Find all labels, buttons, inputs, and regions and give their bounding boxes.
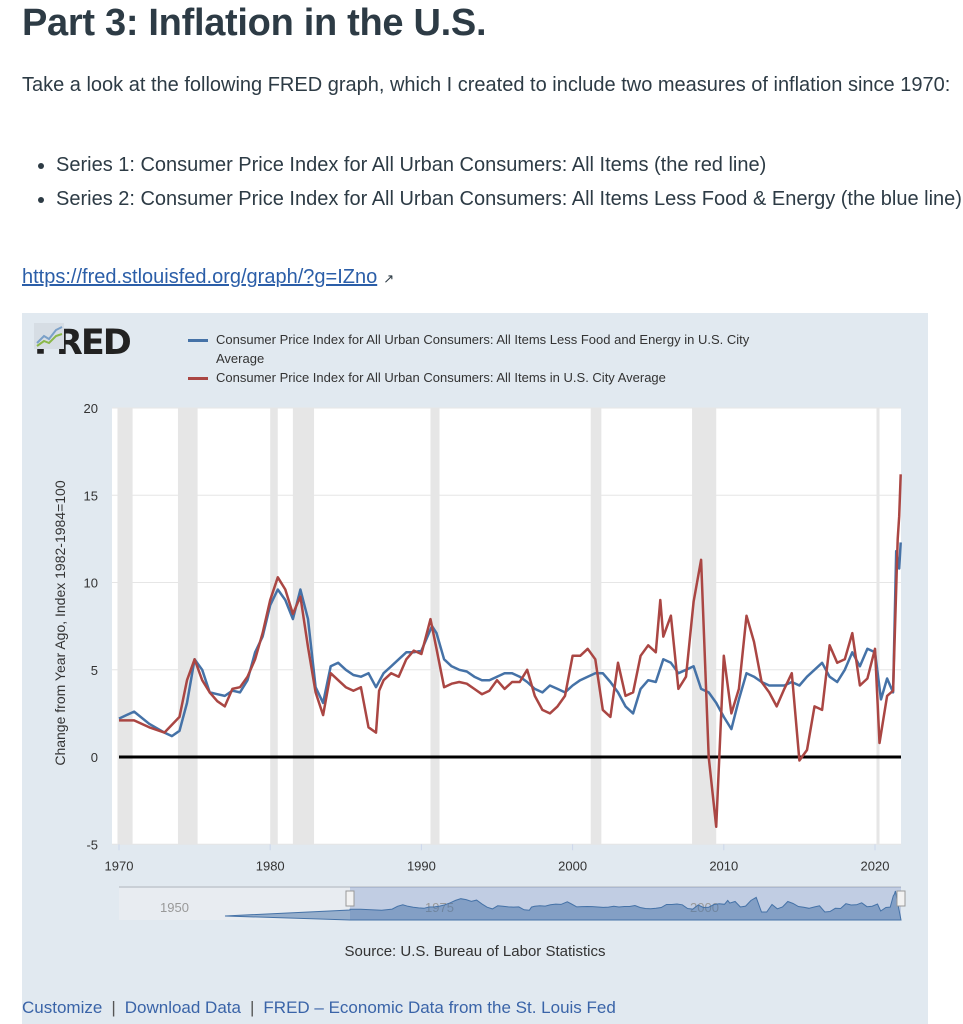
fred-home-link[interactable]: FRED – Economic Data from the St. Louis …: [263, 998, 616, 1017]
recession-band: [590, 408, 602, 845]
navigator-label: 1950: [160, 900, 189, 915]
y-tick-label: 10: [84, 576, 98, 591]
download-data-link[interactable]: Download Data: [124, 998, 241, 1017]
customize-link[interactable]: Customize: [22, 998, 103, 1017]
navigator-series: [224, 890, 902, 921]
y-tick-label: 15: [84, 488, 98, 503]
x-tick-label: 1980: [256, 858, 285, 873]
recession-band: [117, 408, 133, 845]
x-tick-label: 1970: [105, 858, 134, 873]
footer-links: Customize | Download Data | FRED – Economic …: [22, 998, 616, 1018]
fred-logo: FRED: [34, 323, 132, 363]
y-axis-label: Change from Year Ago, Index 1982-1984=10…: [52, 480, 68, 766]
series-2-item: Series 2: Consumer Price Index for All U…: [56, 184, 963, 215]
legend-item-core-cpi[interactable]: Consumer Price Index for All Urban Consu…: [188, 330, 768, 368]
x-tick-label: 2010: [709, 858, 738, 873]
legend-swatch-red: [188, 377, 208, 380]
separator: |: [249, 998, 255, 1017]
x-tick-label: 2020: [861, 858, 890, 873]
y-tick-label: 0: [91, 750, 98, 765]
series-list: Series 1: Consumer Price Index for All U…: [22, 150, 963, 218]
x-tick-label: 1990: [407, 858, 436, 873]
series-line-cpi: [119, 474, 902, 829]
fred-graph-link[interactable]: https://fred.stlouisfed.org/graph/?g=IZn…: [22, 266, 394, 289]
y-tick-label: 20: [84, 401, 98, 416]
chart-legend: Consumer Price Index for All Urban Consu…: [188, 330, 768, 387]
navigator-handle-left[interactable]: [345, 890, 355, 907]
recession-band: [430, 408, 440, 845]
chart-svg: -505101520197019801990200020102020195019…: [84, 401, 906, 921]
x-tick-label: 2000: [558, 858, 587, 873]
recession-band: [292, 408, 315, 845]
external-link-icon: ↗: [383, 271, 395, 286]
legend-label: Consumer Price Index for All Urban Consu…: [216, 370, 666, 385]
y-tick-label: -5: [86, 837, 98, 852]
fred-chart-icon: [34, 323, 64, 349]
plot-area: [112, 408, 901, 845]
separator: |: [111, 998, 116, 1017]
legend-swatch-blue: [188, 339, 208, 342]
legend-item-cpi[interactable]: Consumer Price Index for All Urban Consu…: [188, 368, 768, 387]
recession-band: [177, 408, 198, 845]
page-title: Part 3: Inflation in the U.S.: [22, 2, 487, 44]
navigator-handle-right[interactable]: [896, 890, 906, 907]
series-1-item: Series 1: Consumer Price Index for All U…: [56, 150, 963, 181]
legend-label: Consumer Price Index for All Urban Consu…: [216, 332, 750, 366]
intro-paragraph: Take a look at the following FRED graph,…: [22, 74, 951, 96]
recession-band: [876, 408, 880, 845]
recession-band: [270, 408, 278, 845]
y-tick-label: 5: [91, 663, 98, 678]
fred-graph-embed: -505101520197019801990200020102020195019…: [22, 313, 928, 1024]
fred-graph-link-text[interactable]: https://fred.stlouisfed.org/graph/?g=IZn…: [22, 266, 378, 288]
source-note: Source: U.S. Bureau of Labor Statistics: [344, 943, 606, 960]
